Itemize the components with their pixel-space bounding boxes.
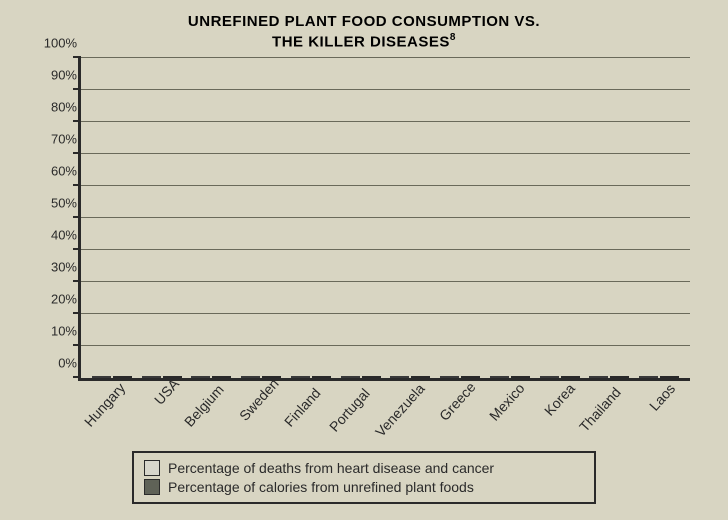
- y-tick: [73, 120, 81, 122]
- gridline: [81, 89, 690, 90]
- bar-group: [137, 376, 187, 378]
- bar-group: [634, 376, 684, 378]
- y-tick: [73, 376, 81, 378]
- bar-dark: [511, 376, 530, 378]
- legend-item: Percentage of calories from unrefined pl…: [144, 478, 584, 496]
- x-axis-label: Korea: [541, 380, 578, 418]
- y-tick: [73, 152, 81, 154]
- bar-light: [440, 376, 459, 378]
- bar-dark: [561, 376, 580, 378]
- x-axis-labels: HungaryUSABelgiumSwedenFinlandPortugalVe…: [78, 381, 690, 449]
- bar-group: [585, 376, 635, 378]
- gridline: [81, 121, 690, 122]
- bar-dark: [312, 376, 331, 378]
- bar-light: [490, 376, 509, 378]
- y-axis-label: 50%: [51, 196, 81, 211]
- y-axis-label: 60%: [51, 164, 81, 179]
- bar-light: [540, 376, 559, 378]
- bar-group: [87, 376, 137, 378]
- y-tick: [73, 88, 81, 90]
- y-axis-label: 80%: [51, 100, 81, 115]
- legend: Percentage of deaths from heart disease …: [132, 451, 596, 503]
- chart-container: UNREFINED PLANT FOOD CONSUMPTION VS. THE…: [0, 0, 728, 520]
- chart-title: UNREFINED PLANT FOOD CONSUMPTION VS. THE…: [18, 12, 710, 52]
- bar-dark: [610, 376, 629, 378]
- gridline: [81, 57, 690, 58]
- bar-group: [535, 376, 585, 378]
- bar-dark: [362, 376, 381, 378]
- x-axis-label: Hungary: [81, 379, 128, 429]
- bar-light: [92, 376, 111, 378]
- y-axis-label: 40%: [51, 228, 81, 243]
- x-axis-label: Sweden: [236, 376, 282, 424]
- y-tick: [73, 248, 81, 250]
- title-line2: THE KILLER DISEASES: [272, 33, 450, 50]
- x-axis-label: Finland: [281, 385, 324, 430]
- legend-label: Percentage of deaths from heart disease …: [168, 459, 494, 477]
- bar-light: [390, 376, 409, 378]
- bar-group: [435, 376, 485, 378]
- y-axis-label: 70%: [51, 132, 81, 147]
- y-tick: [73, 280, 81, 282]
- y-axis-label: 10%: [51, 324, 81, 339]
- gridline: [81, 185, 690, 186]
- bar-light: [589, 376, 608, 378]
- x-axis-label: Mexico: [486, 380, 528, 424]
- bar-group: [286, 376, 336, 378]
- y-tick: [73, 344, 81, 346]
- legend-label: Percentage of calories from unrefined pl…: [168, 478, 474, 496]
- bar-light: [142, 376, 161, 378]
- legend-swatch-light: [144, 460, 160, 476]
- bar-dark: [212, 376, 231, 378]
- x-axis-label: USA: [151, 376, 182, 408]
- gridline: [81, 217, 690, 218]
- bar-group: [236, 376, 286, 378]
- bar-light: [241, 376, 260, 378]
- y-tick: [73, 184, 81, 186]
- x-axis-label: Greece: [436, 379, 479, 424]
- bar-group: [485, 376, 535, 378]
- bar-light: [639, 376, 658, 378]
- bar-light: [341, 376, 360, 378]
- bars-container: [81, 58, 690, 378]
- y-tick: [73, 312, 81, 314]
- bar-dark: [411, 376, 430, 378]
- gridline: [81, 281, 690, 282]
- x-axis-label: Venezuela: [372, 381, 428, 440]
- x-axis-label: Portugal: [326, 385, 373, 434]
- plot-area: 0%10%20%30%40%50%60%70%80%90%100%: [78, 58, 690, 381]
- y-axis-label: 90%: [51, 68, 81, 83]
- bar-group: [336, 376, 386, 378]
- bar-dark: [113, 376, 132, 378]
- bar-group: [386, 376, 436, 378]
- legend-swatch-dark: [144, 479, 160, 495]
- bar-group: [187, 376, 237, 378]
- title-line1: UNREFINED PLANT FOOD CONSUMPTION VS.: [188, 13, 540, 30]
- y-axis-label: 20%: [51, 292, 81, 307]
- title-superscript: 8: [450, 32, 456, 43]
- bar-light: [191, 376, 210, 378]
- bar-light: [291, 376, 310, 378]
- gridline: [81, 153, 690, 154]
- gridline: [81, 345, 690, 346]
- x-axis-label: Laos: [646, 380, 678, 413]
- bar-dark: [660, 376, 679, 378]
- y-axis-label: 30%: [51, 260, 81, 275]
- y-axis-label: 0%: [58, 356, 81, 371]
- gridline: [81, 313, 690, 314]
- y-axis-label: 100%: [44, 36, 81, 51]
- gridline: [81, 249, 690, 250]
- x-axis-label: Thailand: [576, 384, 624, 435]
- legend-item: Percentage of deaths from heart disease …: [144, 459, 584, 477]
- y-tick: [73, 56, 81, 58]
- bar-dark: [461, 376, 480, 378]
- y-tick: [73, 216, 81, 218]
- x-axis-label: Belgium: [181, 381, 227, 429]
